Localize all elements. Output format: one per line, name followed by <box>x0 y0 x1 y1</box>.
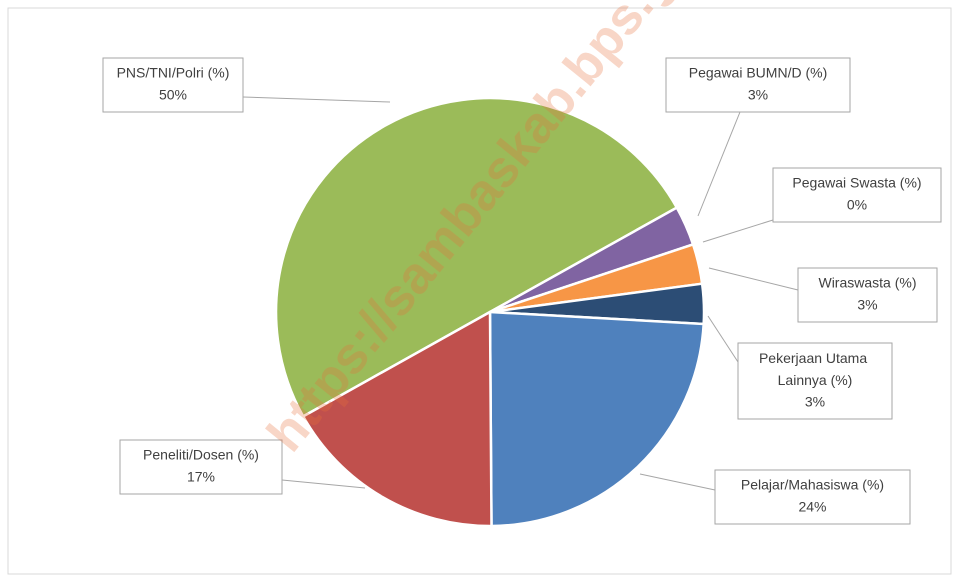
leader-line <box>242 96 391 103</box>
slice-name: Pekerjaan Utama Lainnya (%) <box>759 350 871 388</box>
label-box <box>772 167 942 223</box>
slice-value-label: 3% <box>805 394 825 410</box>
slice-value-label: 17% <box>187 469 215 485</box>
slice-value-label: 24% <box>798 499 826 515</box>
label-box <box>102 57 244 113</box>
pie-slice <box>488 310 705 528</box>
slice-name: Pegawai BUMN/D (%) <box>689 65 827 81</box>
leader-line <box>707 315 739 363</box>
leader-line <box>639 473 716 491</box>
leader-line <box>281 479 366 489</box>
slice-value-label: 3% <box>748 87 768 103</box>
pie-slice <box>301 310 493 528</box>
leader-line <box>708 267 799 291</box>
slice-value-label: 50% <box>159 87 187 103</box>
slice-name: Peneliti/Dosen (%) <box>143 447 259 463</box>
leader-line <box>697 111 741 217</box>
label-box <box>665 57 851 113</box>
slice-name: Pelajar/Mahasiswa (%) <box>741 477 884 493</box>
label-box <box>714 469 911 525</box>
slice-value-label: 0% <box>847 197 867 213</box>
slice-name: Wiraswasta (%) <box>818 275 916 291</box>
slice-name: PNS/TNI/Polri (%) <box>117 65 230 81</box>
label-box <box>737 342 893 420</box>
label-box <box>797 267 938 323</box>
slice-value-label: 3% <box>857 297 877 313</box>
leader-line <box>702 219 774 243</box>
pie-slice <box>274 97 679 418</box>
slice-name: Pegawai Swasta (%) <box>792 175 921 191</box>
label-box <box>119 439 283 495</box>
